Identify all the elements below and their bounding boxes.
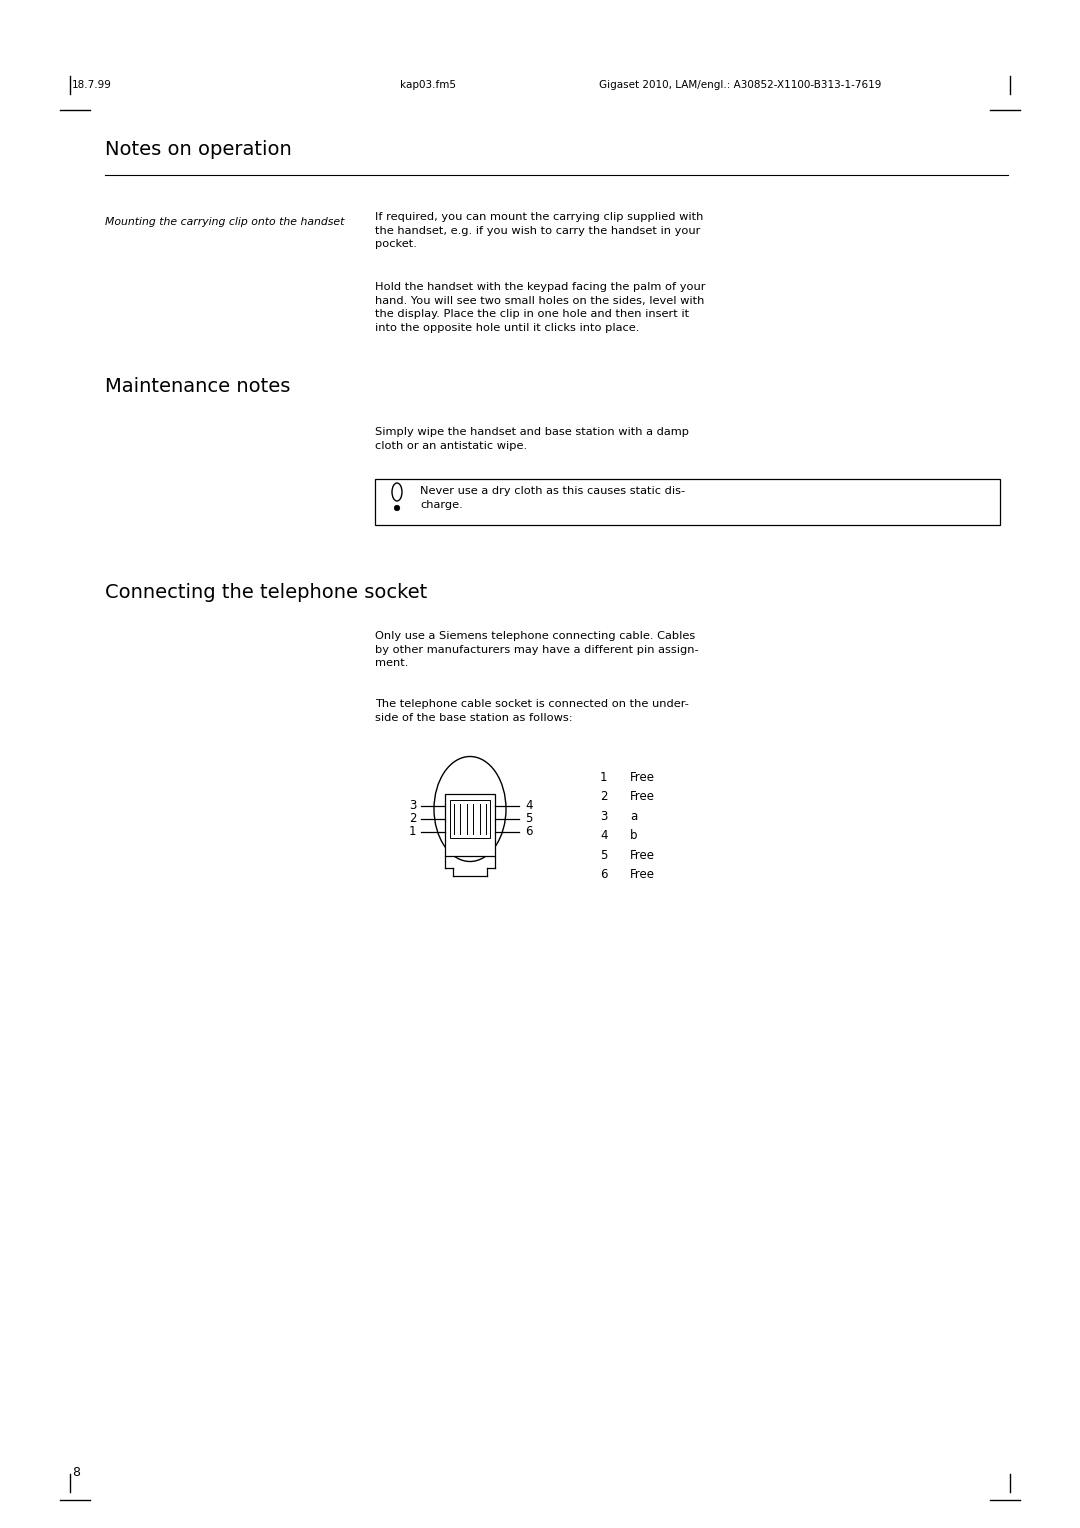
Text: 2: 2 — [600, 790, 607, 804]
Text: 4: 4 — [600, 830, 607, 842]
Text: 1: 1 — [600, 772, 607, 784]
Text: Free: Free — [630, 772, 654, 784]
Text: 3: 3 — [409, 799, 417, 813]
Text: Connecting the telephone socket: Connecting the telephone socket — [105, 584, 428, 602]
Text: a: a — [630, 810, 637, 824]
Text: Simply wipe the handset and base station with a damp
cloth or an antistatic wipe: Simply wipe the handset and base station… — [375, 426, 689, 451]
Text: 5: 5 — [525, 813, 532, 825]
Text: Gigaset 2010, LAM/engl.: A30852-X1100-B313-1-7619: Gigaset 2010, LAM/engl.: A30852-X1100-B3… — [599, 79, 881, 90]
Text: Hold the handset with the keypad facing the palm of your
hand. You will see two : Hold the handset with the keypad facing … — [375, 283, 705, 333]
Ellipse shape — [394, 506, 400, 510]
Text: Mounting the carrying clip onto the handset: Mounting the carrying clip onto the hand… — [105, 217, 345, 228]
FancyBboxPatch shape — [375, 478, 1000, 526]
Text: 6: 6 — [525, 825, 532, 839]
Ellipse shape — [392, 483, 402, 501]
Text: kap03.fm5: kap03.fm5 — [400, 79, 456, 90]
Text: 18.7.99: 18.7.99 — [72, 79, 112, 90]
Text: 8: 8 — [72, 1465, 80, 1479]
Text: 5: 5 — [600, 850, 607, 862]
Text: b: b — [630, 830, 637, 842]
Text: Free: Free — [630, 850, 654, 862]
Text: Notes on operation: Notes on operation — [105, 141, 292, 159]
Text: Maintenance notes: Maintenance notes — [105, 377, 291, 396]
Text: 6: 6 — [600, 868, 607, 882]
Bar — [450, 801, 490, 837]
Text: The telephone cable socket is connected on the under-
side of the base station a: The telephone cable socket is connected … — [375, 698, 689, 723]
Text: If required, you can mount the carrying clip supplied with
the handset, e.g. if : If required, you can mount the carrying … — [375, 212, 703, 249]
Text: 3: 3 — [600, 810, 607, 824]
Text: 1: 1 — [409, 825, 417, 839]
Bar — [445, 795, 495, 856]
Text: Never use a dry cloth as this causes static dis-
charge.: Never use a dry cloth as this causes sta… — [420, 486, 685, 510]
Ellipse shape — [434, 756, 507, 862]
Text: Free: Free — [630, 868, 654, 882]
Text: 2: 2 — [409, 813, 417, 825]
Text: Free: Free — [630, 790, 654, 804]
Text: 4: 4 — [525, 799, 532, 813]
Text: Only use a Siemens telephone connecting cable. Cables
by other manufacturers may: Only use a Siemens telephone connecting … — [375, 631, 699, 668]
